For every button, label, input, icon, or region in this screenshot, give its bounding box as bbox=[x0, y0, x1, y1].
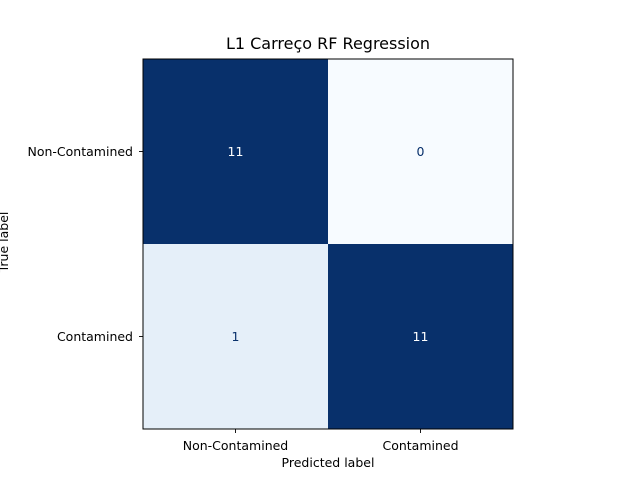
chart-title: L1 Carreço RF Regression bbox=[226, 34, 430, 53]
x-tick-label-0: Non-Contamined bbox=[183, 438, 289, 453]
plot-frame bbox=[142, 58, 514, 430]
y-tick-label-1: Contamined bbox=[57, 329, 133, 344]
cell-0-1 bbox=[328, 59, 513, 244]
cell-0-0 bbox=[143, 59, 328, 244]
x-axis-label: Predicted label bbox=[282, 455, 375, 470]
heatmap-cells bbox=[143, 59, 513, 429]
axis-ticks: Non-Contamined Contamined Non-Contamined Co… bbox=[28, 144, 459, 453]
cell-value-0-1: 0 bbox=[417, 144, 425, 159]
y-axis-label: True label bbox=[0, 212, 11, 274]
cell-labels: 11 01 11 bbox=[228, 144, 429, 344]
cell-value-1-0: 1 bbox=[232, 329, 240, 344]
cell-value-0-0: 11 bbox=[228, 144, 244, 159]
cell-1-1 bbox=[328, 244, 513, 429]
y-tick-label-0: Non-Contamined bbox=[28, 144, 134, 159]
cell-1-0 bbox=[143, 244, 328, 429]
cell-value-1-1: 11 bbox=[413, 329, 429, 344]
x-tick-label-1: Contamined bbox=[382, 438, 458, 453]
